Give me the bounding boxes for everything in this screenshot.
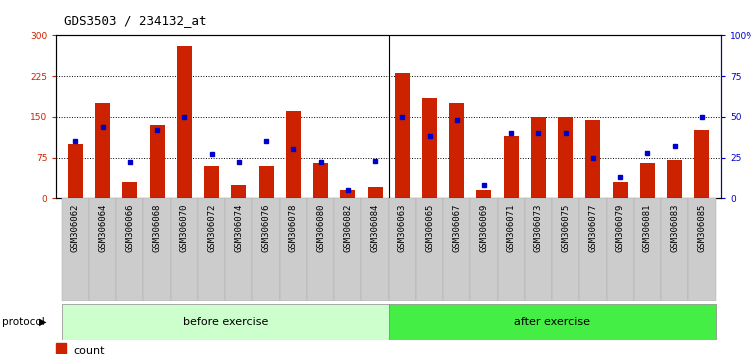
Bar: [340, 190, 355, 198]
Bar: [252, 198, 279, 301]
Text: before exercise: before exercise: [182, 317, 268, 327]
Bar: [416, 198, 443, 301]
Text: GSM306068: GSM306068: [152, 203, 161, 252]
Bar: [367, 187, 382, 198]
Bar: [395, 73, 410, 198]
Text: GSM306067: GSM306067: [452, 203, 461, 252]
Bar: [613, 182, 628, 198]
Text: GSM306081: GSM306081: [643, 203, 652, 252]
Text: GSM306080: GSM306080: [316, 203, 325, 252]
Bar: [176, 46, 192, 198]
Bar: [149, 125, 164, 198]
Bar: [170, 198, 198, 301]
Text: GSM306082: GSM306082: [343, 203, 352, 252]
Text: GSM306079: GSM306079: [616, 203, 625, 252]
Text: GSM306085: GSM306085: [698, 203, 707, 252]
Bar: [122, 182, 137, 198]
Text: GDS3503 / 234132_at: GDS3503 / 234132_at: [64, 14, 207, 27]
Bar: [313, 163, 328, 198]
Bar: [62, 198, 89, 301]
Bar: [667, 160, 682, 198]
Bar: [89, 198, 116, 301]
Bar: [504, 136, 519, 198]
Bar: [634, 198, 661, 301]
Bar: [688, 198, 716, 301]
Text: protocol: protocol: [2, 317, 44, 327]
Bar: [607, 198, 634, 301]
Bar: [422, 98, 437, 198]
Bar: [443, 198, 470, 301]
Text: GSM306071: GSM306071: [507, 203, 516, 252]
Text: GSM306078: GSM306078: [289, 203, 298, 252]
Bar: [279, 198, 307, 301]
Text: GSM306062: GSM306062: [71, 203, 80, 252]
Bar: [56, 343, 66, 354]
Bar: [231, 185, 246, 198]
Bar: [640, 163, 655, 198]
Text: GSM306077: GSM306077: [589, 203, 598, 252]
Bar: [476, 190, 491, 198]
Bar: [695, 130, 710, 198]
Bar: [258, 166, 273, 198]
Bar: [334, 198, 361, 301]
Bar: [116, 198, 143, 301]
Text: GSM306075: GSM306075: [561, 203, 570, 252]
Bar: [579, 198, 607, 301]
Bar: [225, 198, 252, 301]
Bar: [62, 304, 389, 340]
Bar: [389, 304, 716, 340]
Text: GSM306064: GSM306064: [98, 203, 107, 252]
Bar: [470, 198, 498, 301]
Text: GSM306065: GSM306065: [425, 203, 434, 252]
Bar: [552, 198, 579, 301]
Bar: [586, 120, 601, 198]
Text: count: count: [73, 346, 104, 354]
Text: GSM306074: GSM306074: [234, 203, 243, 252]
Bar: [558, 117, 573, 198]
Text: after exercise: after exercise: [514, 317, 590, 327]
Text: GSM306084: GSM306084: [370, 203, 379, 252]
Bar: [95, 103, 110, 198]
Text: GSM306070: GSM306070: [179, 203, 189, 252]
Bar: [307, 198, 334, 301]
Text: GSM306072: GSM306072: [207, 203, 216, 252]
Bar: [286, 112, 301, 198]
Bar: [361, 198, 389, 301]
Bar: [204, 166, 219, 198]
Bar: [68, 144, 83, 198]
Bar: [661, 198, 688, 301]
Bar: [525, 198, 552, 301]
Bar: [389, 198, 416, 301]
Text: ▶: ▶: [39, 317, 47, 327]
Text: GSM306073: GSM306073: [534, 203, 543, 252]
Text: GSM306063: GSM306063: [398, 203, 407, 252]
Bar: [198, 198, 225, 301]
Bar: [449, 103, 464, 198]
Bar: [143, 198, 170, 301]
Text: GSM306076: GSM306076: [261, 203, 270, 252]
Text: GSM306083: GSM306083: [670, 203, 679, 252]
Bar: [531, 117, 546, 198]
Bar: [498, 198, 525, 301]
Text: GSM306069: GSM306069: [479, 203, 488, 252]
Text: GSM306066: GSM306066: [125, 203, 134, 252]
